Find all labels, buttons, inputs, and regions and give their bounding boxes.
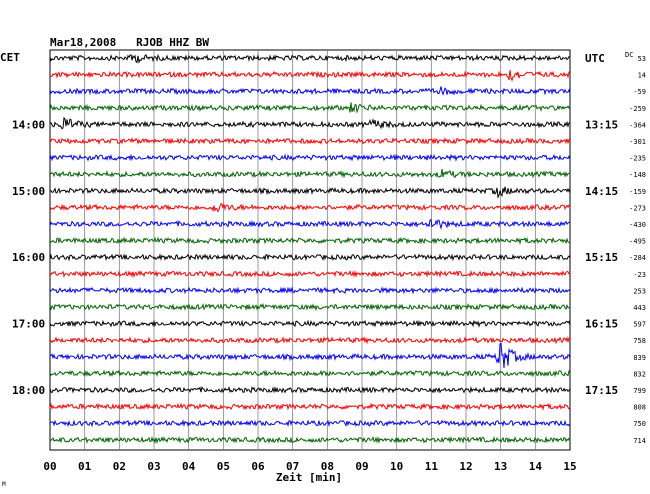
- dc-offset-label: 832: [633, 370, 646, 378]
- x-tick-label: 11: [425, 460, 439, 473]
- dc-offset-label: 808: [633, 404, 646, 412]
- right-time-label: 14:15: [585, 185, 618, 198]
- trace-5: [49, 136, 571, 146]
- footnote: M: [2, 481, 6, 488]
- trace-4: [49, 116, 571, 130]
- dc-offset-label: -259: [629, 105, 646, 113]
- x-tick-label: 00: [43, 460, 56, 473]
- left-time-label: 18:00: [12, 384, 45, 397]
- right-time-label: 16:15: [585, 318, 618, 331]
- x-tick-label: 13: [494, 460, 507, 473]
- x-tick-label: 02: [113, 460, 126, 473]
- x-tick-label: 09: [355, 460, 368, 473]
- dc-offset-label: 714: [633, 437, 646, 445]
- x-axis-label: Zeit [min]: [276, 471, 342, 484]
- left-axis-label: CET: [0, 51, 20, 64]
- x-tick-label: 07: [286, 460, 299, 473]
- time-labels: 14:00 15:00 16:00 17:00 18:00 UTC 13:15 14:15 15…: [12, 52, 646, 445]
- left-time-label: 16:00: [12, 251, 45, 264]
- dc-offset-label: 253: [633, 287, 646, 295]
- trace-18: [49, 342, 571, 369]
- x-tick-label: 15: [563, 460, 576, 473]
- dc-offset-label: -59: [633, 88, 646, 96]
- left-time-label: 17:00: [12, 318, 45, 331]
- trace-9: [49, 203, 571, 213]
- dc-offset-label: -301: [629, 138, 646, 146]
- dc-offset-label: 799: [633, 387, 646, 395]
- plot-frame: [49, 49, 571, 451]
- trace-14: [49, 286, 571, 295]
- trace-3: [49, 102, 571, 114]
- x-tick-labels: 00 01 02 03 04 05 06 07 08 09 10 11 12 13 14 15: [43, 460, 576, 473]
- x-tick-label: 12: [459, 460, 472, 473]
- dc-offset-label: -273: [629, 204, 646, 212]
- right-time-label: UTC: [585, 52, 605, 65]
- trace-16: [49, 319, 571, 328]
- trace-0: [49, 53, 571, 64]
- trace-19: [49, 369, 571, 378]
- dc-offset-label: 758: [633, 337, 646, 345]
- x-tick-label: 14: [529, 460, 543, 473]
- dc-offset-label: -148: [629, 171, 646, 179]
- dc-offset-label: -159: [629, 188, 646, 196]
- trace-8: [49, 186, 571, 199]
- x-tick-label: 03: [147, 460, 160, 473]
- dc-offset-label: 443: [633, 304, 646, 312]
- dc-offset-label: -364: [629, 121, 646, 129]
- left-time-label: 15:00: [12, 185, 45, 198]
- trace-1: [49, 69, 571, 82]
- trace-20: [49, 385, 571, 394]
- trace-11: [49, 236, 571, 245]
- trace-12: [49, 253, 571, 262]
- right-time-label: 15:15: [585, 251, 618, 264]
- x-tick-label: 06: [251, 460, 265, 473]
- dc-offset-label: 750: [633, 420, 646, 428]
- x-tick-label: 04: [182, 460, 196, 473]
- dc-offset-label: -235: [629, 155, 646, 163]
- left-time-label: 14:00: [12, 118, 45, 131]
- right-time-label: 13:15: [585, 118, 618, 131]
- dc-offset-label: -284: [629, 254, 646, 262]
- trace-7: [49, 168, 570, 179]
- x-tick-label: 05: [217, 460, 230, 473]
- dc-offset-label: -23: [633, 271, 646, 279]
- dc-axis-label: DC: [625, 51, 633, 59]
- grid: [49, 49, 571, 451]
- dc-offset-label: -495: [629, 238, 646, 246]
- dc-offset-label: 14: [638, 72, 646, 80]
- trace-23: [49, 435, 571, 445]
- x-tick-label: 01: [78, 460, 92, 473]
- trace-15: [49, 302, 571, 312]
- x-tick-label: 10: [390, 460, 403, 473]
- trace-13: [49, 269, 571, 279]
- right-time-label: 17:15: [585, 384, 618, 397]
- trace-22: [49, 419, 571, 428]
- trace-10: [49, 218, 571, 230]
- trace-2: [49, 86, 571, 96]
- chart-title: Mar18,2008 RJOB HHZ BW: [50, 36, 209, 49]
- traces: [49, 53, 571, 445]
- dc-offset-label: 53: [638, 55, 646, 63]
- x-tick-label: 08: [321, 460, 334, 473]
- dc-offset-label: 597: [633, 321, 646, 329]
- trace-21: [49, 402, 571, 411]
- dc-offset-label: -430: [629, 221, 646, 229]
- trace-6: [49, 153, 571, 162]
- dc-offset-label: 839: [633, 354, 646, 362]
- trace-17: [49, 336, 571, 345]
